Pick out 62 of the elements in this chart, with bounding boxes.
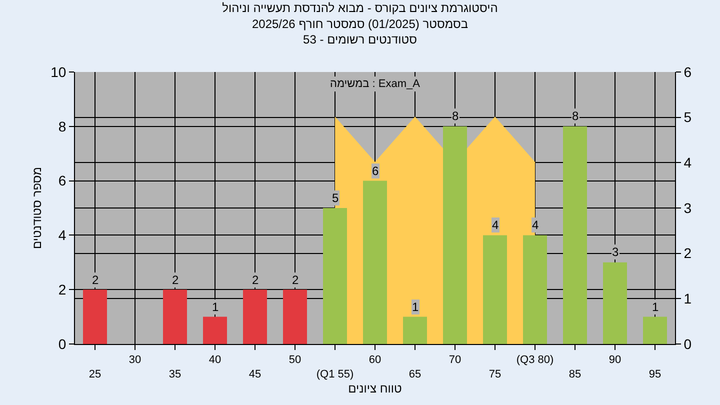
y-tick-label: 6	[58, 172, 66, 189]
data-label: 1	[652, 300, 659, 314]
x-tick-label: 95	[648, 368, 662, 380]
x-tick-label: 85	[568, 368, 582, 380]
y-axis-title: מספר סטודנטים	[30, 166, 44, 250]
x-tick-label: 35	[168, 368, 182, 380]
bar	[203, 316, 227, 344]
y-tick-label: 4	[58, 227, 66, 244]
bar	[323, 208, 347, 344]
y-tick-label: 0	[58, 336, 66, 352]
bar	[363, 180, 387, 344]
y2-tick-label: 6	[684, 64, 692, 80]
data-label: 1	[412, 300, 419, 314]
chart-subtitle: בסמסטר (01/2025) סמסטר חורף 2025/26	[252, 16, 468, 31]
data-label: 5	[332, 191, 339, 205]
x-tick-label: 40	[208, 354, 222, 366]
x-tick-label: 70	[448, 354, 462, 366]
bar	[483, 235, 507, 344]
data-label: 4	[492, 218, 499, 232]
bar	[403, 316, 427, 344]
y2-tick-label: 0	[684, 336, 692, 352]
bar	[523, 235, 547, 344]
x-tick-label: (Q1 55)	[316, 368, 354, 380]
x-tick-label: 50	[288, 354, 302, 366]
bar	[643, 316, 667, 344]
data-label: 2	[252, 273, 259, 287]
data-label: 2	[172, 273, 179, 287]
bar	[443, 126, 467, 344]
y-tick-label: 2	[58, 282, 66, 298]
bar	[283, 290, 307, 344]
y2-tick-label: 5	[684, 109, 692, 126]
bar	[243, 290, 267, 344]
data-label: 1	[212, 300, 219, 314]
data-label: 8	[452, 109, 459, 123]
x-tick-label: 30	[128, 354, 142, 366]
data-label: 3	[612, 245, 619, 259]
x-tick-label: (Q3 80)	[516, 354, 554, 366]
text: סטודנטים רשומים - 53	[303, 32, 418, 46]
data-label: 4	[532, 218, 539, 232]
y-tick-label: 10	[50, 64, 66, 80]
data-label: 2	[92, 273, 99, 287]
x-tick-label: 75	[488, 368, 502, 380]
annotation: במשימה : Exam_A	[330, 78, 421, 90]
x-tick-label: 65	[408, 368, 422, 380]
x-axis-title: טווח ציונים	[348, 381, 402, 396]
y2-tick-label: 4	[684, 154, 692, 171]
y2-tick-label: 1	[684, 290, 692, 307]
data-label: 8	[572, 109, 579, 123]
bar	[563, 126, 587, 344]
data-label: 6	[372, 164, 379, 178]
chart-title: היסטוגרמת ציונים בקורס - מבוא להנדסת תעשייה וניהול	[222, 1, 498, 16]
y2-tick-label: 2	[684, 245, 692, 262]
y-tick-label: 8	[58, 118, 66, 134]
x-tick-label: 90	[608, 354, 622, 366]
bar	[163, 290, 187, 344]
bar	[83, 290, 107, 344]
bar	[603, 262, 627, 344]
x-tick-label: 45	[248, 368, 262, 380]
x-tick-label: 60	[368, 354, 382, 366]
y2-tick-label: 3	[684, 200, 692, 216]
data-label: 2	[292, 273, 299, 287]
x-tick-label: 25	[88, 368, 102, 380]
